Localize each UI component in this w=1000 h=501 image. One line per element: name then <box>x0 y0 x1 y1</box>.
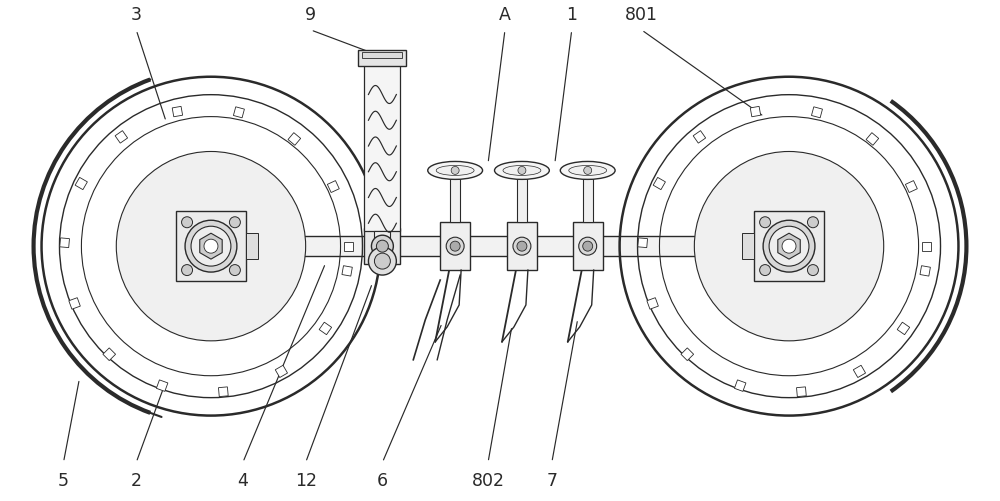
Bar <box>364 228 400 264</box>
Ellipse shape <box>495 161 549 179</box>
Bar <box>866 133 879 145</box>
Circle shape <box>446 237 464 255</box>
Circle shape <box>371 235 393 257</box>
Text: 12: 12 <box>295 472 317 490</box>
Ellipse shape <box>436 165 474 175</box>
Ellipse shape <box>569 165 607 175</box>
Bar <box>573 222 603 270</box>
Bar <box>319 322 332 335</box>
Polygon shape <box>778 233 800 259</box>
Text: 7: 7 <box>546 472 557 490</box>
Circle shape <box>517 241 527 251</box>
Circle shape <box>204 239 218 253</box>
Ellipse shape <box>503 165 541 175</box>
Circle shape <box>782 239 796 253</box>
Bar <box>922 241 931 250</box>
Bar <box>693 131 706 143</box>
Circle shape <box>579 237 597 255</box>
Bar <box>853 365 866 378</box>
Circle shape <box>368 247 396 275</box>
Text: 2: 2 <box>131 472 142 490</box>
Circle shape <box>584 166 592 174</box>
Text: 6: 6 <box>377 472 388 490</box>
Circle shape <box>182 217 193 228</box>
Text: 4: 4 <box>237 472 248 490</box>
Bar <box>653 177 665 190</box>
Bar <box>797 387 806 397</box>
Bar <box>638 238 648 247</box>
Bar <box>742 233 754 259</box>
Text: 1: 1 <box>566 6 577 24</box>
Circle shape <box>760 217 771 228</box>
Circle shape <box>182 265 193 276</box>
Bar <box>374 231 390 261</box>
Bar <box>233 107 244 118</box>
Circle shape <box>451 166 459 174</box>
Circle shape <box>376 240 388 252</box>
Circle shape <box>807 265 818 276</box>
Bar <box>103 348 116 361</box>
Bar <box>450 172 460 222</box>
Bar <box>358 50 406 66</box>
Ellipse shape <box>560 161 615 179</box>
Bar <box>218 387 228 397</box>
Circle shape <box>518 166 526 174</box>
Bar <box>275 365 288 378</box>
Bar <box>920 266 930 276</box>
Circle shape <box>583 241 593 251</box>
Bar <box>811 107 822 118</box>
Circle shape <box>42 77 380 416</box>
Circle shape <box>513 237 531 255</box>
Circle shape <box>450 241 460 251</box>
Bar <box>905 180 917 192</box>
Circle shape <box>116 151 306 341</box>
Bar <box>172 106 183 117</box>
Bar <box>440 222 470 270</box>
Circle shape <box>191 226 231 266</box>
Circle shape <box>769 226 809 266</box>
Bar <box>156 380 168 391</box>
Bar <box>342 266 352 276</box>
Bar <box>754 211 824 281</box>
Bar <box>176 211 246 281</box>
Circle shape <box>185 220 237 272</box>
Bar <box>897 322 910 335</box>
Circle shape <box>807 217 818 228</box>
Text: 3: 3 <box>131 6 142 24</box>
Bar <box>246 233 258 259</box>
Circle shape <box>763 220 815 272</box>
Bar <box>364 62 400 231</box>
Circle shape <box>620 77 958 416</box>
Bar <box>69 298 80 309</box>
Circle shape <box>760 265 771 276</box>
Bar <box>75 177 87 190</box>
Bar <box>507 222 537 270</box>
Text: A: A <box>499 6 511 24</box>
Circle shape <box>694 151 884 341</box>
Text: 801: 801 <box>625 6 658 24</box>
Circle shape <box>229 217 240 228</box>
Circle shape <box>229 265 240 276</box>
Bar <box>681 348 694 361</box>
Bar <box>60 238 69 247</box>
Ellipse shape <box>428 161 483 179</box>
Bar <box>750 106 761 117</box>
Bar <box>647 298 658 309</box>
Bar <box>583 172 593 222</box>
Bar <box>344 241 353 250</box>
Text: 9: 9 <box>305 6 316 24</box>
Bar <box>362 52 402 58</box>
Polygon shape <box>200 233 222 259</box>
Bar <box>327 180 339 192</box>
Text: 5: 5 <box>58 472 69 490</box>
Bar <box>221 236 779 256</box>
Bar <box>115 131 128 143</box>
Bar <box>517 172 527 222</box>
Text: 802: 802 <box>472 472 505 490</box>
Circle shape <box>374 253 390 269</box>
Bar <box>734 380 746 391</box>
Bar <box>288 133 301 145</box>
